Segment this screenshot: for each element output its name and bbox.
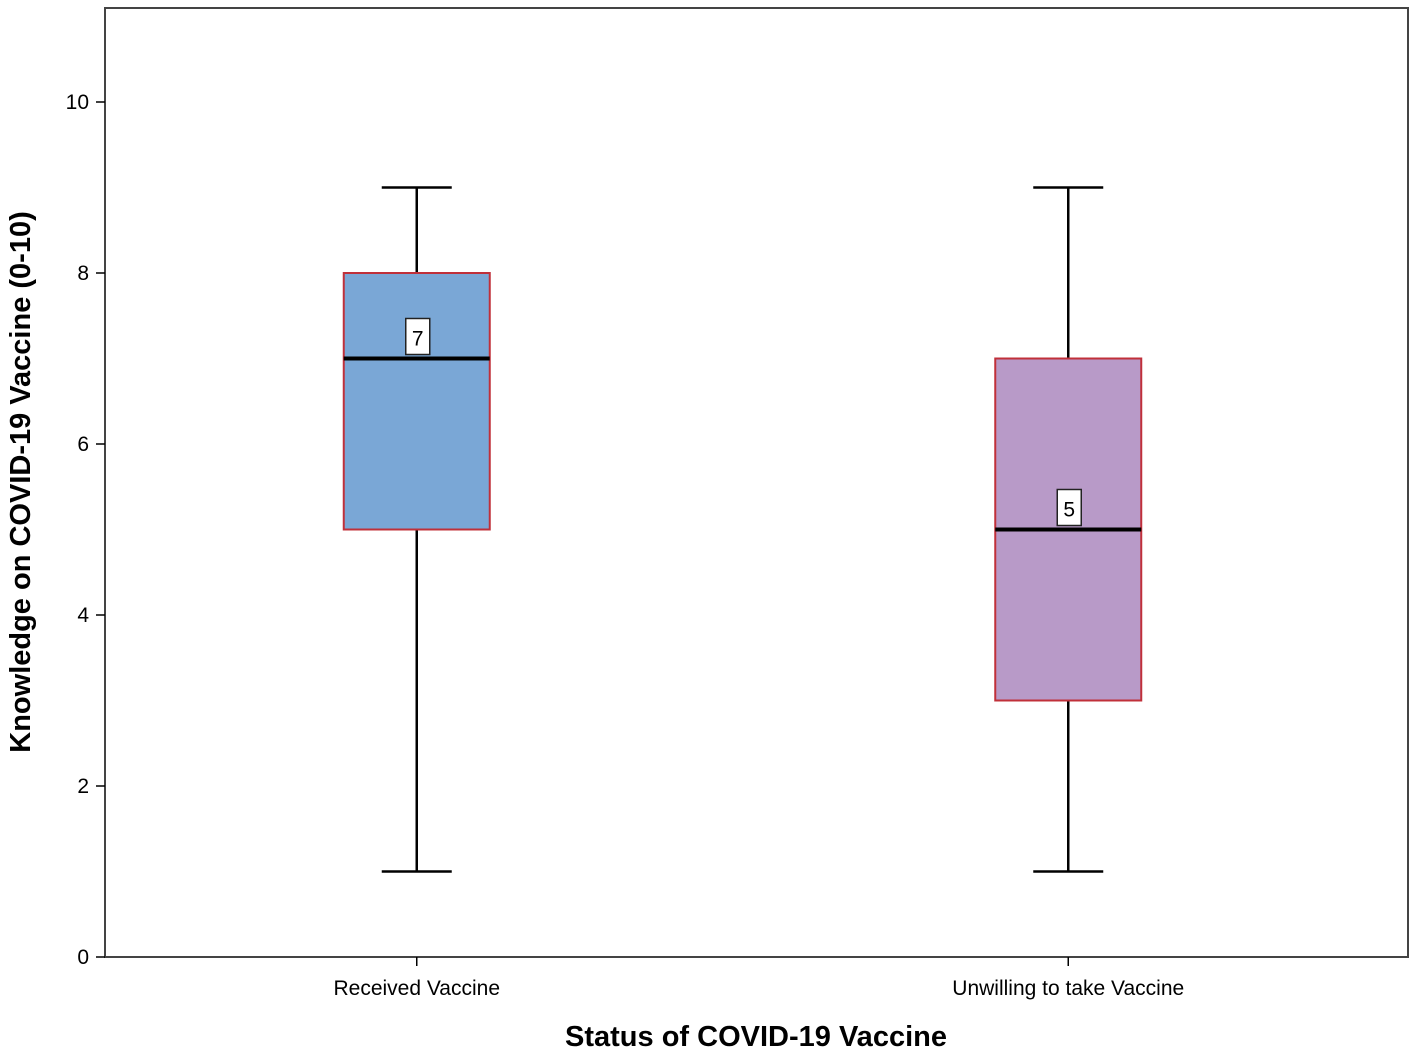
x-tick-label: Unwilling to take Vaccine <box>952 977 1184 1000</box>
plot-area <box>104 7 1409 958</box>
iqr-box <box>342 272 491 531</box>
y-tick-label: 0 <box>77 946 89 969</box>
box-2: 5 <box>994 186 1143 873</box>
median-label-box <box>405 317 431 356</box>
x-axis: Received Vaccine Unwilling to take Vaccin… <box>333 957 1184 1000</box>
median-label: 5 <box>1063 499 1075 522</box>
y-axis-title: Knowledge on COVID-19 Vaccine (0-10) <box>5 211 37 752</box>
x-tick-label: Received Vaccine <box>333 977 500 1000</box>
x-axis-title: Status of COVID-19 Vaccine <box>565 1021 947 1053</box>
y-tick-label: 4 <box>77 604 89 627</box>
y-tick-label: 6 <box>77 433 89 456</box>
median-label: 7 <box>412 328 424 351</box>
y-tick-label: 8 <box>77 262 89 285</box>
y-axis: 0 2 4 6 8 10 <box>66 91 105 969</box>
y-tick-label: 10 <box>66 91 89 114</box>
boxes: 75 <box>342 186 1143 873</box>
box-1: 7 <box>342 186 491 873</box>
median-label-box <box>1056 488 1082 527</box>
y-tick-label: 2 <box>77 775 89 798</box>
